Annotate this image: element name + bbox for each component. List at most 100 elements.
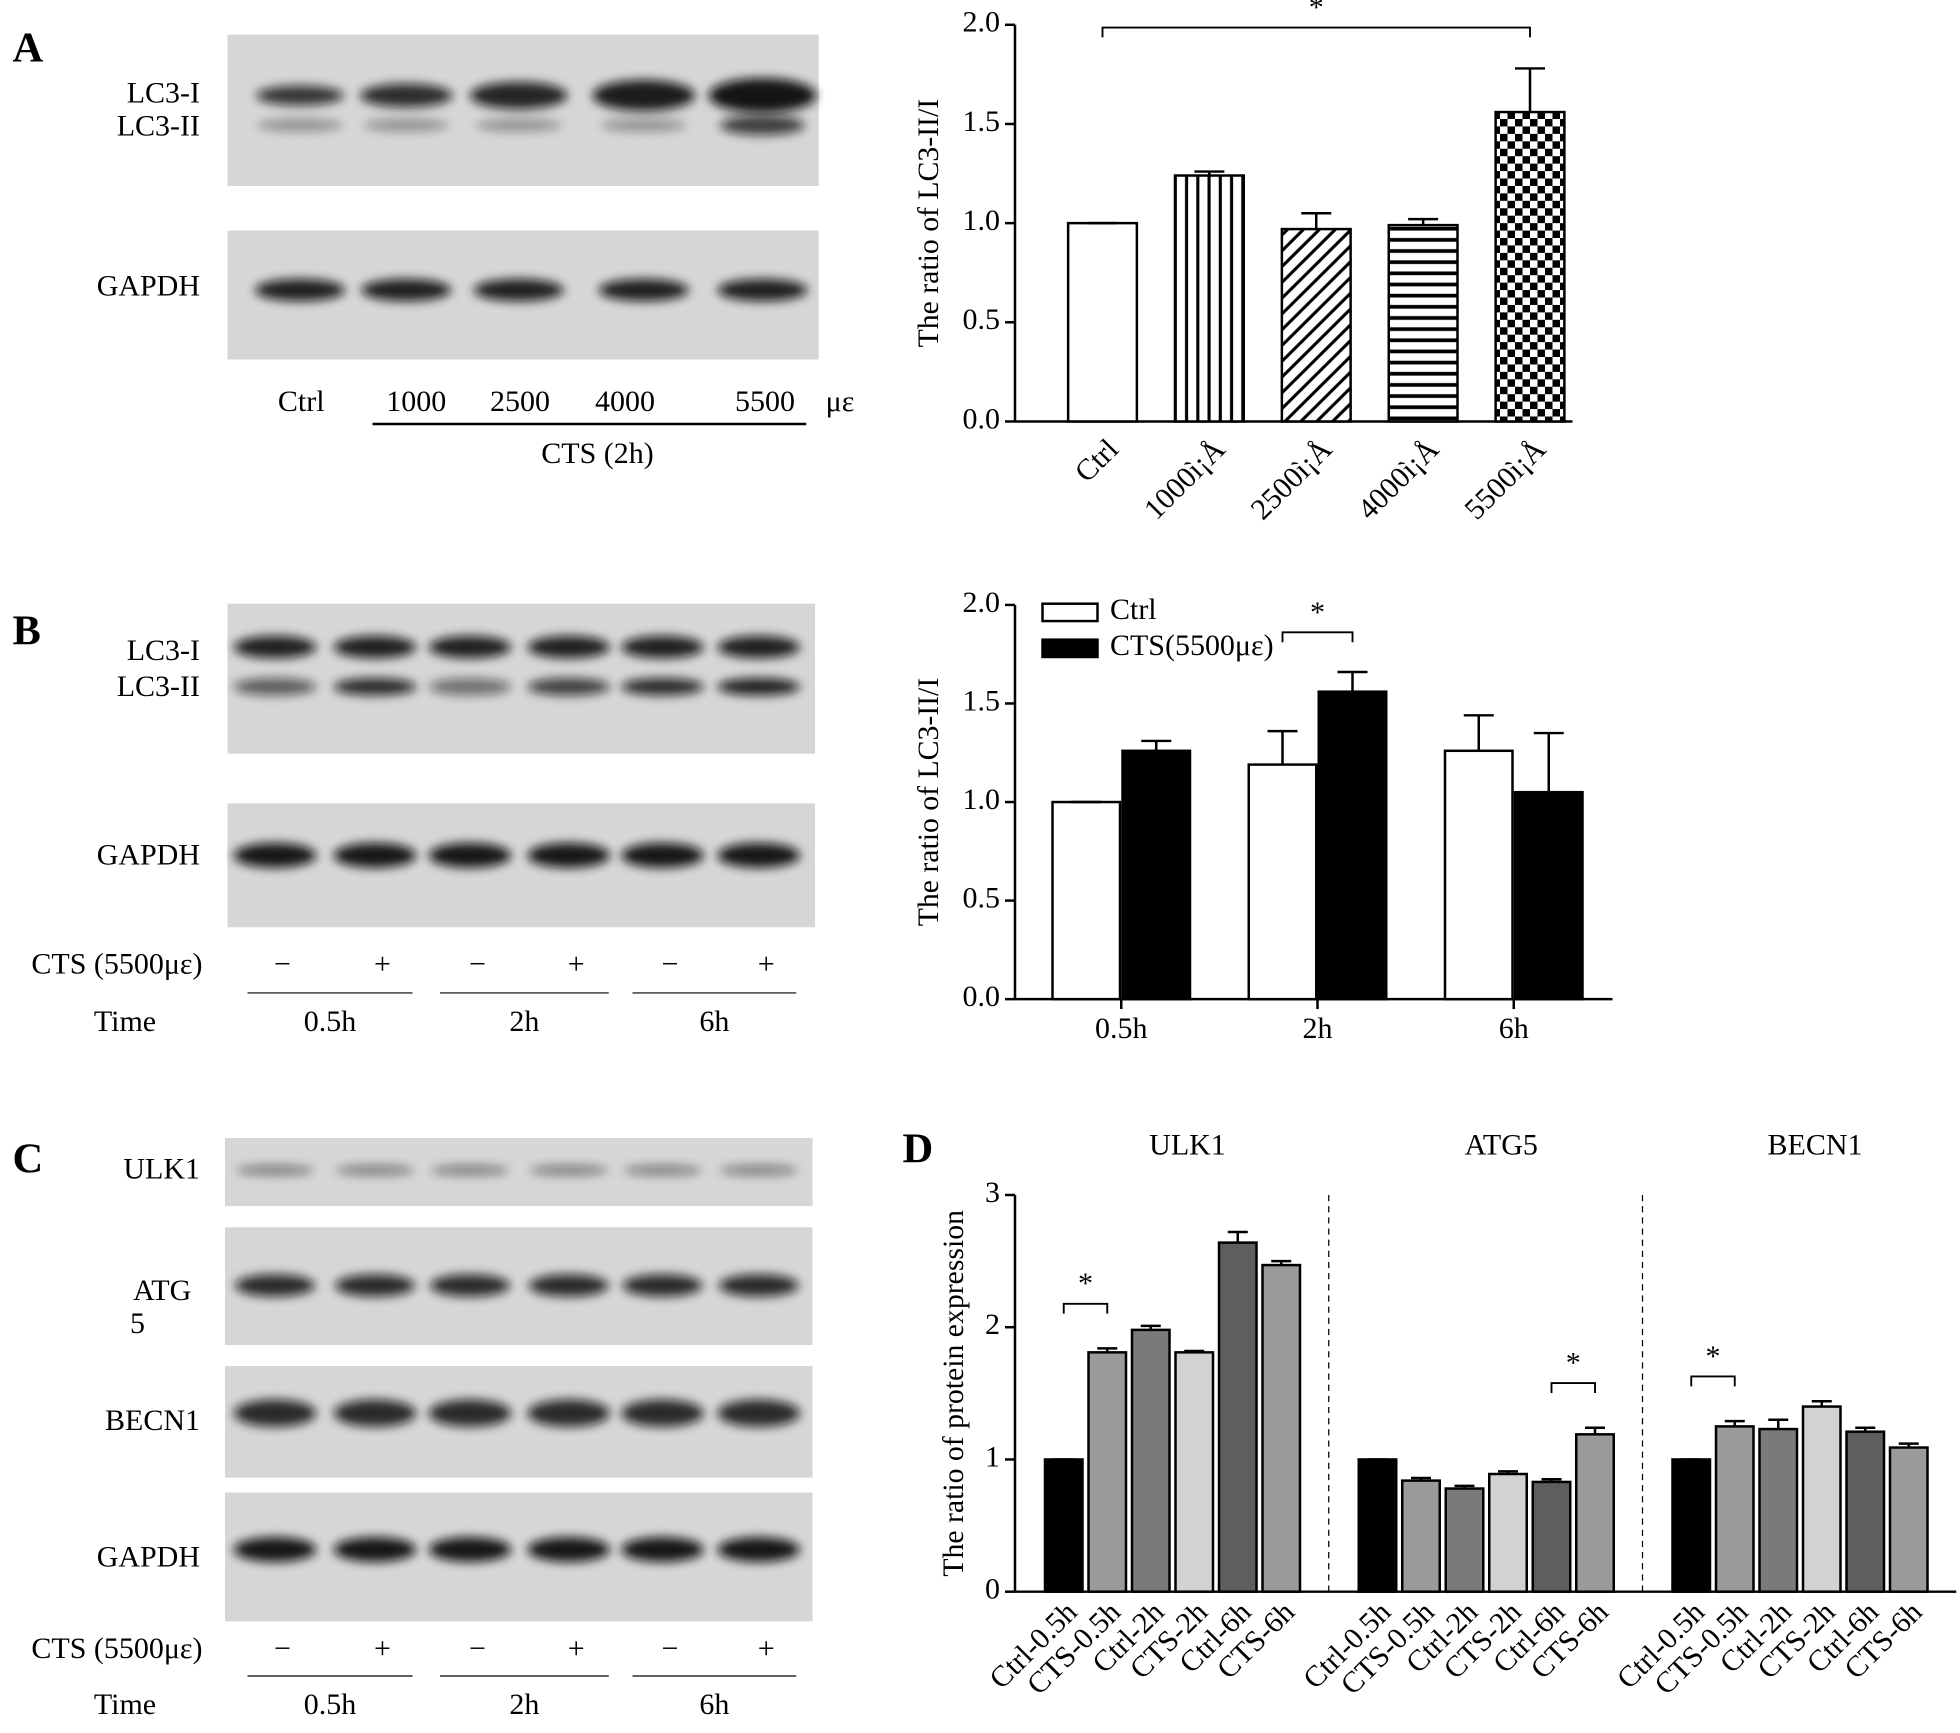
y-tick-label: 1.0 xyxy=(963,783,1000,816)
time-value: 2h xyxy=(509,1688,539,1721)
group-title: ULK1 xyxy=(1149,1129,1226,1162)
bar xyxy=(1217,1241,1258,1593)
significance-bracket xyxy=(1550,1382,1596,1394)
y-tick-label: 3 xyxy=(985,1176,1000,1209)
treatment-label: CTS (2h) xyxy=(541,437,653,470)
significance-star: * xyxy=(1309,0,1324,24)
lane-label: 4000 xyxy=(595,385,655,418)
y-tick-label: 0 xyxy=(985,1573,1000,1606)
bar xyxy=(1087,1351,1128,1593)
band xyxy=(622,1274,703,1297)
band xyxy=(333,635,417,659)
y-tick-label: 2.0 xyxy=(963,586,1000,619)
y-tick-label: 1.0 xyxy=(963,204,1000,237)
band xyxy=(333,678,417,696)
x-tick-label: 2500ì¡Å xyxy=(1244,432,1338,526)
lane-label: 1000 xyxy=(386,385,446,418)
treatment-sign: − xyxy=(274,1632,291,1665)
bar xyxy=(1575,1433,1615,1593)
band xyxy=(335,1274,415,1297)
band xyxy=(530,1165,608,1176)
band xyxy=(333,1399,417,1427)
gel xyxy=(225,1227,813,1345)
bar xyxy=(1043,1458,1084,1593)
band xyxy=(623,1165,702,1176)
bar xyxy=(1801,1405,1842,1593)
unit-label: με xyxy=(826,385,855,418)
y-tick-label: 0.5 xyxy=(963,303,1000,336)
row-label: LC3-II xyxy=(117,670,200,703)
treatment-label: CTS (5500με) xyxy=(31,948,202,981)
bar xyxy=(1488,1472,1529,1593)
lane-label: 2500 xyxy=(490,385,550,418)
band xyxy=(717,1399,800,1427)
panel-label: B xyxy=(13,608,41,655)
panel-label: C xyxy=(13,1136,44,1183)
band xyxy=(621,635,704,659)
legend-swatch xyxy=(1041,638,1099,659)
time-value: 0.5h xyxy=(304,1688,357,1721)
treatment-label: CTS (5500με) xyxy=(31,1632,202,1665)
bar xyxy=(1121,749,1192,1001)
y-tick-label: 0.5 xyxy=(963,882,1000,915)
band xyxy=(717,635,800,659)
band xyxy=(527,842,610,868)
x-tick-label: 4000ì¡Å xyxy=(1351,432,1445,526)
band xyxy=(233,1537,317,1562)
blots: A B C D LC3-I LC3-II GAPDH Ctrl 1000 250… xyxy=(13,25,934,1721)
row-label: LC3-II xyxy=(117,110,200,143)
band xyxy=(720,115,805,136)
significance-bracket xyxy=(1690,1375,1736,1387)
group-title: ATG5 xyxy=(1465,1129,1538,1162)
bar xyxy=(1758,1427,1799,1593)
bar xyxy=(1531,1480,1572,1593)
bar xyxy=(1357,1458,1398,1593)
bar xyxy=(1845,1430,1886,1593)
gel xyxy=(225,1137,813,1207)
band xyxy=(592,79,695,111)
band xyxy=(361,278,452,302)
y-tick-label: 1.5 xyxy=(963,684,1000,717)
group-title: BECN1 xyxy=(1768,1129,1863,1162)
y-tick-label: 1 xyxy=(985,1440,1000,1473)
significance-star: * xyxy=(1310,596,1325,629)
bar xyxy=(1280,227,1352,423)
row-label: GAPDH xyxy=(97,839,200,872)
significance-bracket xyxy=(1062,1302,1109,1314)
legend-label: CTS(5500με) xyxy=(1110,629,1274,662)
x-tick-label: Ctrl xyxy=(1068,433,1124,489)
band xyxy=(717,1537,800,1562)
row-label: ULK1 xyxy=(123,1152,200,1185)
legend-swatch xyxy=(1041,602,1099,623)
band xyxy=(336,1165,414,1176)
gel xyxy=(225,1492,813,1622)
band xyxy=(431,1165,509,1176)
y-tick-label: 0.0 xyxy=(963,402,1000,435)
bar xyxy=(1066,221,1139,423)
time-value: 6h xyxy=(699,1688,729,1721)
gel xyxy=(227,603,815,754)
time-value: 0.5h xyxy=(304,1005,357,1038)
bar xyxy=(1888,1446,1929,1593)
y-axis-label: The ratio of LC3-II/I xyxy=(912,99,945,348)
bar xyxy=(1317,690,1388,1001)
time-value: 2h xyxy=(509,1005,539,1038)
bar xyxy=(1247,763,1318,1001)
x-tick-label: 0.5h xyxy=(1095,1012,1148,1045)
band xyxy=(621,1537,704,1562)
lane-label: 5500 xyxy=(735,385,795,418)
band xyxy=(528,1274,609,1297)
treatment-sign: + xyxy=(374,1632,391,1665)
y-tick-label: 2 xyxy=(985,1308,1000,1341)
panel-label: D xyxy=(903,1126,934,1173)
treatment-sign: + xyxy=(568,1632,585,1665)
x-tick-label: 5500ì¡Å xyxy=(1458,432,1552,526)
bar xyxy=(1387,223,1459,423)
band xyxy=(428,678,512,696)
band xyxy=(621,1399,704,1427)
band xyxy=(720,1165,798,1176)
band xyxy=(360,83,453,108)
band xyxy=(470,81,568,110)
